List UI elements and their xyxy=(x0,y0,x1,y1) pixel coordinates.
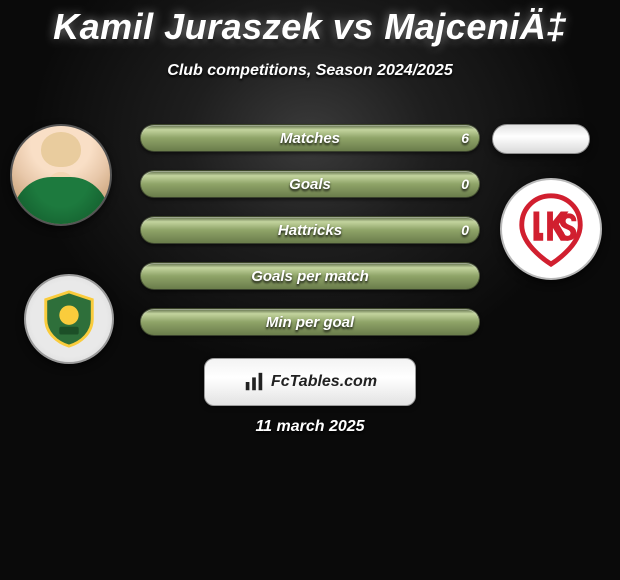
stage: Kamil Juraszek vs MajceniÄ‡ Club competi… xyxy=(0,0,620,580)
lks-crest-icon xyxy=(512,190,590,268)
stat-right-value: 0 xyxy=(461,171,469,197)
shield-icon xyxy=(38,288,100,350)
stat-label: Hattricks xyxy=(141,217,479,243)
stat-bar: Goals per match xyxy=(140,262,480,290)
attribution-link[interactable]: FcTables.com xyxy=(204,358,416,406)
stats-bars: Matches 6 Goals 0 Hattricks 0 Goals per … xyxy=(140,124,480,336)
stat-label: Min per goal xyxy=(141,309,479,335)
player-avatar-right-placeholder xyxy=(492,124,590,154)
stat-label: Matches xyxy=(141,125,479,151)
stat-bar: Hattricks 0 xyxy=(140,216,480,244)
attribution-label: FcTables.com xyxy=(271,373,377,391)
club-crest-right xyxy=(500,178,602,280)
stat-bar: Matches 6 xyxy=(140,124,480,152)
bar-chart-icon xyxy=(243,371,265,393)
stat-bar: Goals 0 xyxy=(140,170,480,198)
stat-label: Goals per match xyxy=(141,263,479,289)
stat-label: Goals xyxy=(141,171,479,197)
page-subtitle: Club competitions, Season 2024/2025 xyxy=(0,62,620,80)
page-title: Kamil Juraszek vs MajceniÄ‡ xyxy=(0,6,620,48)
player-avatar-left xyxy=(10,124,112,226)
stat-right-value: 0 xyxy=(461,217,469,243)
footer-date: 11 march 2025 xyxy=(0,418,620,436)
club-crest-left xyxy=(24,274,114,364)
stat-right-value: 6 xyxy=(461,125,469,151)
stat-bar: Min per goal xyxy=(140,308,480,336)
